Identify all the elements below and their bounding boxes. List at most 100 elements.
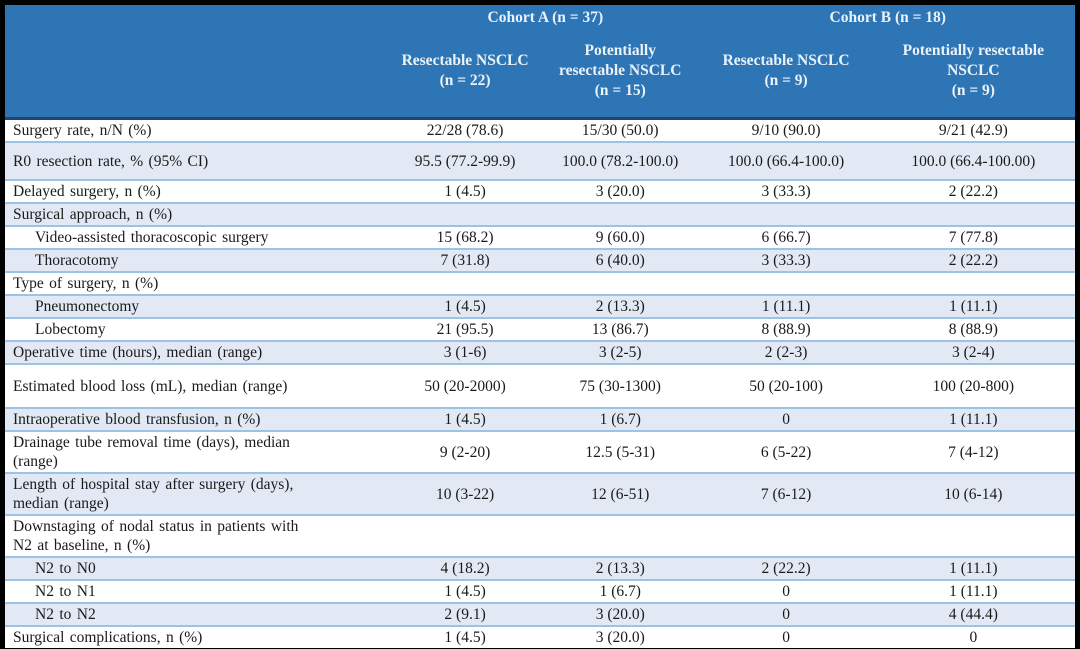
row-label: Surgical approach, n (%) bbox=[5, 202, 391, 226]
row-label: Thoracotomy bbox=[5, 248, 391, 272]
cell-value: 1 (4.5) bbox=[390, 179, 540, 203]
cell-value: 2 (22.2) bbox=[700, 556, 872, 580]
subgroup-header-row: Resectable NSCLC (n = 22) Potentially re… bbox=[5, 33, 1075, 119]
cell-value: 7 (4-12) bbox=[871, 430, 1075, 473]
cell-value: 0 bbox=[700, 407, 872, 431]
cell-value: 2 (2-3) bbox=[700, 340, 872, 364]
cell-value: 8 (88.9) bbox=[700, 317, 872, 341]
cell-value: 15 (68.2) bbox=[390, 225, 540, 249]
row-label: Type of surgery, n (%) bbox=[5, 271, 391, 295]
cell-value: 6 (66.7) bbox=[700, 225, 872, 249]
cohort-b-header: Cohort B (n = 18) bbox=[700, 5, 1075, 33]
cell-value: 100.0 (78.2-100.0) bbox=[539, 141, 701, 180]
cell-value: 4 (18.2) bbox=[390, 556, 540, 580]
cell-value: 3 (2-4) bbox=[871, 340, 1075, 364]
table-row: N2 to N1 1 (4.5) 1 (6.7) 0 1 (11.1) bbox=[5, 579, 1075, 603]
table-row: Intraoperative blood transfusion, n (%) 1… bbox=[5, 407, 1075, 431]
row-label: N2 to N2 bbox=[5, 602, 391, 626]
cell-value: 1 (4.5) bbox=[390, 407, 540, 431]
cell-value: 9 (60.0) bbox=[539, 225, 701, 249]
table-row: Estimated blood loss (mL), median (range… bbox=[5, 363, 1075, 408]
cell-value: 21 (95.5) bbox=[390, 317, 540, 341]
cell-value: 2 (13.3) bbox=[539, 556, 701, 580]
cell-value bbox=[700, 514, 872, 557]
cell-value: 3 (2-5) bbox=[539, 340, 701, 364]
cell-value: 1 (11.1) bbox=[871, 556, 1075, 580]
table-row: Surgical approach, n (%) bbox=[5, 202, 1075, 226]
cell-value: 0 bbox=[700, 625, 872, 648]
cell-value: 9/10 (90.0) bbox=[700, 117, 872, 142]
table-row: Operative time (hours), median (range) 3 … bbox=[5, 340, 1075, 364]
cell-value: 50 (20-100) bbox=[700, 363, 872, 408]
cell-value bbox=[390, 271, 540, 295]
cell-value: 3 (1-6) bbox=[390, 340, 540, 364]
row-label: N2 to N1 bbox=[5, 579, 391, 603]
cell-value: 1 (11.1) bbox=[871, 407, 1075, 431]
cell-value: 1 (11.1) bbox=[871, 294, 1075, 318]
table-row: Downstaging of nodal status in patients … bbox=[5, 514, 1075, 557]
cell-value: 6 (40.0) bbox=[539, 248, 701, 272]
cell-value: 3 (20.0) bbox=[539, 625, 701, 648]
row-label: Surgery rate, n/N (%) bbox=[5, 117, 391, 142]
table-row: N2 to N0 4 (18.2) 2 (13.3) 2 (22.2) 1 (11.1) bbox=[5, 556, 1075, 580]
cell-value bbox=[539, 514, 701, 557]
table-row: Pneumonectomy 1 (4.5) 2 (13.3) 1 (11.1) 1 (1… bbox=[5, 294, 1075, 318]
surgical-outcomes-table: Cohort A (n = 37) Cohort B (n = 18) Rese… bbox=[5, 5, 1075, 648]
cell-value: 100.0 (66.4-100.0) bbox=[700, 141, 872, 180]
cell-value: 7 (6-12) bbox=[700, 472, 872, 515]
cell-value bbox=[700, 202, 872, 226]
cell-value: 10 (6-14) bbox=[871, 472, 1075, 515]
row-label: R0 resection rate, % (95% CI) bbox=[5, 141, 391, 180]
row-label: Estimated blood loss (mL), median (range… bbox=[5, 363, 391, 408]
cell-value: 8 (88.9) bbox=[871, 317, 1075, 341]
row-label: Downstaging of nodal status in patients … bbox=[5, 514, 391, 557]
cell-value: 3 (20.0) bbox=[539, 179, 701, 203]
column-header-resectable-b: Resectable NSCLC (n = 9) bbox=[700, 33, 872, 119]
table-row: Surgical complications, n (%) 1 (4.5) 3 (2… bbox=[5, 625, 1075, 648]
cell-value bbox=[871, 271, 1075, 295]
cell-value: 7 (77.8) bbox=[871, 225, 1075, 249]
cell-value: 3 (33.3) bbox=[700, 248, 872, 272]
row-label: Lobectomy bbox=[5, 317, 391, 341]
cell-value: 100.0 (66.4-100.00) bbox=[871, 141, 1075, 180]
table-row: Video-assisted thoracoscopic surgery 15 (… bbox=[5, 225, 1075, 249]
cell-value: 12 (6-51) bbox=[539, 472, 701, 515]
cell-value: 2 (22.2) bbox=[871, 179, 1075, 203]
cell-value: 13 (86.7) bbox=[539, 317, 701, 341]
cell-value: 4 (44.4) bbox=[871, 602, 1075, 626]
cell-value bbox=[539, 202, 701, 226]
table-row: R0 resection rate, % (95% CI) 95.5 (77.2-… bbox=[5, 141, 1075, 180]
row-label: Surgical complications, n (%) bbox=[5, 625, 391, 648]
cell-value: 12.5 (5-31) bbox=[539, 430, 701, 473]
cell-value: 3 (33.3) bbox=[700, 179, 872, 203]
cell-value bbox=[871, 202, 1075, 226]
table-row: Length of hospital stay after surgery (d… bbox=[5, 472, 1075, 515]
cell-value: 0 bbox=[871, 625, 1075, 648]
cell-value: 0 bbox=[700, 579, 872, 603]
cell-value: 2 (22.2) bbox=[871, 248, 1075, 272]
table-row: Surgery rate, n/N (%) 22/28 (78.6) 15/30 (… bbox=[5, 117, 1075, 142]
cohort-header-row: Cohort A (n = 37) Cohort B (n = 18) bbox=[5, 5, 1075, 119]
surgical-outcomes-table-frame: Cohort A (n = 37) Cohort B (n = 18) Rese… bbox=[5, 5, 1075, 648]
cell-value: 1 (6.7) bbox=[539, 407, 701, 431]
table-row: Delayed surgery, n (%) 1 (4.5) 3 (20.0) 3 (… bbox=[5, 179, 1075, 203]
row-label: Intraoperative blood transfusion, n (%) bbox=[5, 407, 391, 431]
table-row: Thoracotomy 7 (31.8) 6 (40.0) 3 (33.3) 2 (22… bbox=[5, 248, 1075, 272]
column-header-resectable-a: Resectable NSCLC (n = 22) bbox=[390, 33, 540, 119]
cell-value: 3 (20.0) bbox=[539, 602, 701, 626]
cell-value: 7 (31.8) bbox=[390, 248, 540, 272]
cell-value: 1 (4.5) bbox=[390, 294, 540, 318]
row-label: Drainage tube removal time (days), media… bbox=[5, 430, 391, 473]
cell-value: 22/28 (78.6) bbox=[390, 117, 540, 142]
row-label: Length of hospital stay after surgery (d… bbox=[5, 472, 391, 515]
cohort-a-header: Cohort A (n = 37) bbox=[390, 5, 701, 33]
cell-value: 15/30 (50.0) bbox=[539, 117, 701, 142]
row-label: Pneumonectomy bbox=[5, 294, 391, 318]
cell-value bbox=[871, 514, 1075, 557]
cell-value: 2 (9.1) bbox=[390, 602, 540, 626]
cell-value: 1 (11.1) bbox=[700, 294, 872, 318]
table-row: N2 to N2 2 (9.1) 3 (20.0) 0 4 (44.4) bbox=[5, 602, 1075, 626]
cell-value: 100 (20-800) bbox=[871, 363, 1075, 408]
table-row: Lobectomy 21 (95.5) 13 (86.7) 8 (88.9) 8 (88… bbox=[5, 317, 1075, 341]
table-row: Drainage tube removal time (days), media… bbox=[5, 430, 1075, 473]
